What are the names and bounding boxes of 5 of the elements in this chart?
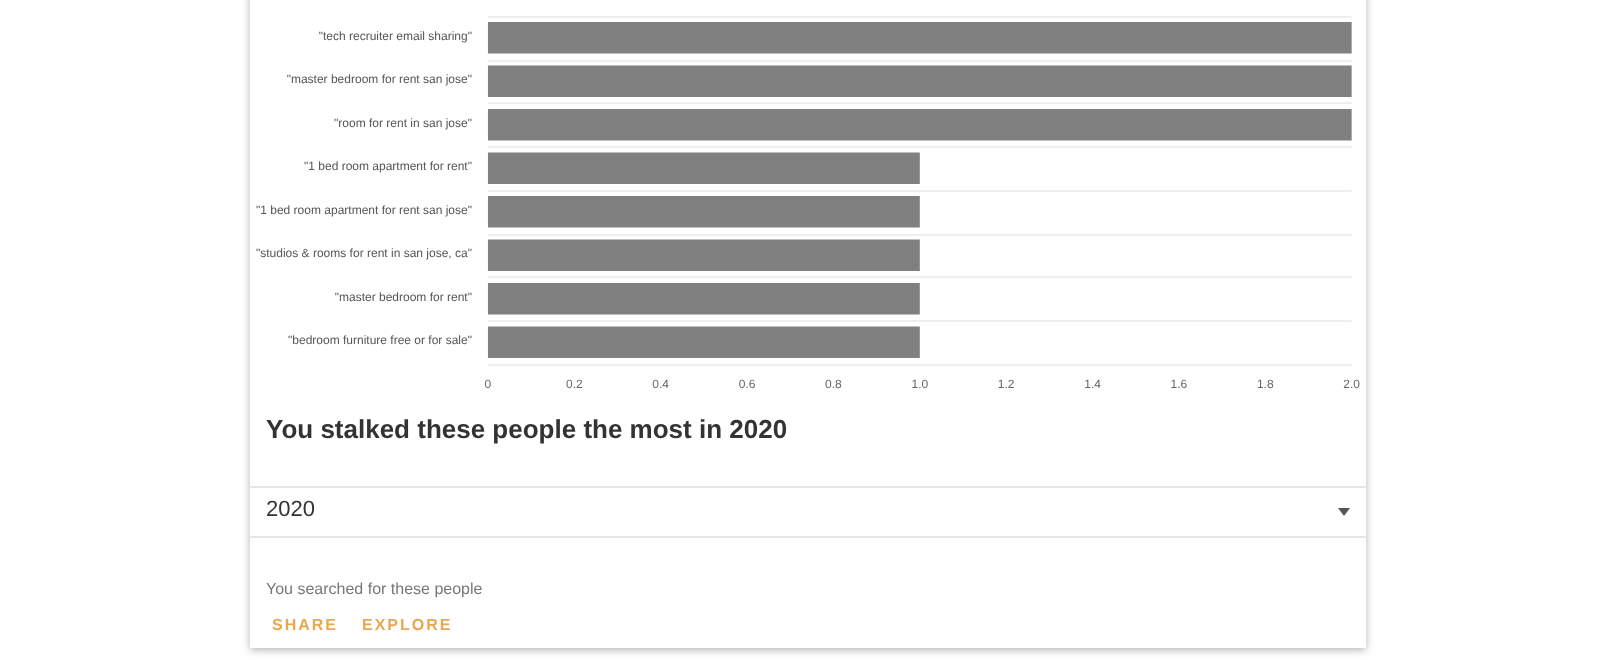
text: SHARE	[272, 616, 339, 634]
text: EXPLORE	[362, 616, 453, 634]
text: 2020	[266, 498, 315, 522]
text: You stalked these people the most in 2020	[266, 414, 788, 444]
text: You searched for these people	[266, 580, 483, 598]
